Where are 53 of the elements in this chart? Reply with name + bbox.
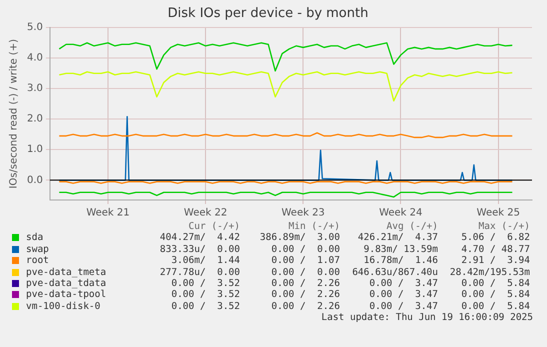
- y-tick-label: 5.0: [26, 22, 43, 34]
- y-axis-title: IOs/second read (-) / write (+): [8, 38, 20, 189]
- legend-label: pve-data_tmeta: [26, 266, 106, 278]
- text: 0.00 / 1.07: [271, 255, 340, 266]
- x-tick-label: Week 24: [379, 208, 422, 219]
- text: 0.00 / 5.84: [461, 289, 530, 300]
- y-tick-label: 2.0: [26, 114, 43, 125]
- y-tick-label: 0.0: [26, 174, 43, 186]
- text: 0.00 / 2.26: [271, 289, 340, 300]
- legend-label: pve-data-tpool: [26, 289, 106, 300]
- legend-label: root: [26, 255, 49, 266]
- text: 0.00 / 5.84: [461, 300, 530, 312]
- text: 386.89m/ 3.00: [260, 232, 340, 244]
- text: 0.00 / 3.52: [171, 278, 240, 289]
- text: 0.00 / 2.26: [271, 278, 340, 289]
- text: 0.00 / 2.26: [271, 300, 340, 312]
- text: 0.00 / 5.84: [461, 278, 530, 289]
- y-tick-label: 1.0: [26, 144, 43, 156]
- text: Cur (-/+): [188, 221, 240, 232]
- text: Last update: Thu Jun 19 16:00:09 2025: [320, 312, 534, 324]
- text: 404.27m/ 4.42: [160, 232, 240, 244]
- text: Max (-/+): [478, 221, 530, 232]
- text: 0.00 / 3.52: [171, 300, 240, 312]
- chart-title: Disk IOs per device - by month: [168, 6, 368, 22]
- x-tick-label: Week 21: [86, 208, 130, 219]
- text: 4.70 / 48.77: [461, 244, 530, 255]
- text: 2.91 / 3.94: [461, 255, 530, 266]
- x-tick-label: Week 25: [476, 208, 520, 219]
- text: 0.00 / 0.00: [271, 244, 340, 255]
- text: 0.00 / 3.47: [369, 278, 438, 289]
- text: 5.06 / 6.82: [461, 232, 530, 244]
- legend-label: pve-data_tdata: [26, 278, 106, 289]
- text: Min (-/+): [288, 221, 340, 232]
- legend-label: sda: [26, 232, 44, 244]
- text: 833.33u/ 0.00: [160, 244, 240, 255]
- text: 28.42m/195.53m: [450, 266, 530, 278]
- legend-label: swap: [26, 244, 49, 255]
- text: 0.00 / 3.52: [171, 289, 240, 300]
- text: 0.00 / 3.47: [369, 300, 438, 312]
- x-tick-label: Week 23: [281, 208, 325, 219]
- text: 16.78m/ 1.46: [364, 255, 438, 266]
- y-tick-label: 3.0: [26, 83, 43, 94]
- text: 0.00 / 0.00: [271, 266, 340, 278]
- text: 646.63u/867.40u: [352, 266, 438, 278]
- legend-label: vm-100-disk-0: [26, 300, 100, 312]
- text: 426.21m/ 4.37: [358, 232, 438, 244]
- y-tick-label: 4.0: [26, 52, 43, 64]
- text: 9.83m/ 13.59m: [364, 244, 438, 255]
- text: 277.78u/ 0.00: [160, 266, 240, 278]
- text: Avg (-/+): [386, 221, 438, 232]
- text: 3.06m/ 1.44: [171, 255, 240, 266]
- x-tick-label: Week 22: [184, 208, 228, 219]
- text: 0.00 / 3.47: [369, 289, 438, 300]
